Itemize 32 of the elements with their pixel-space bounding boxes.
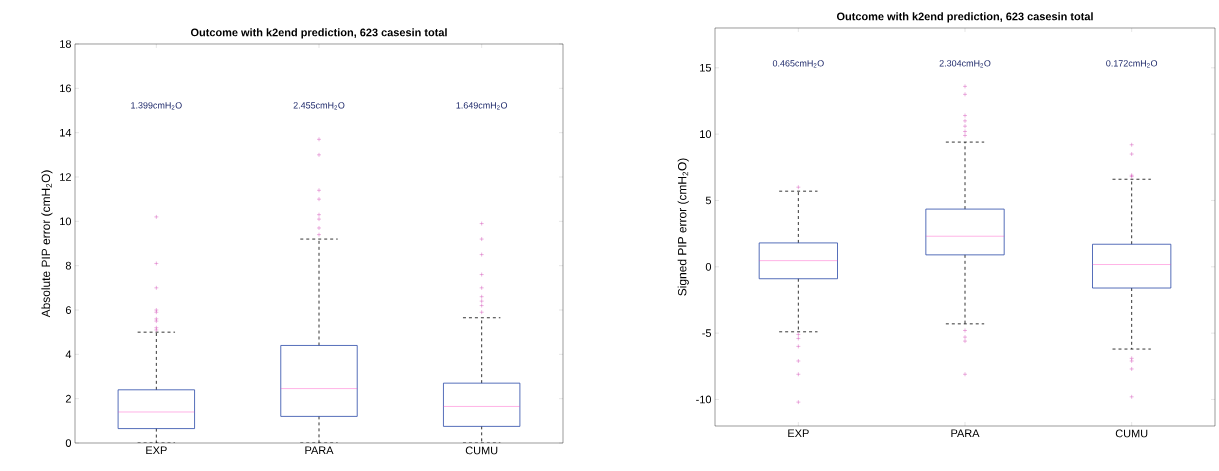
- y-axis-title: Absolute PIP error (cmH$_{2}$O): [41, 170, 53, 318]
- y-tick-label: 16: [60, 84, 71, 93]
- chart-title: Outcome with k2end prediction, 623 casesin total: [836, 12, 1093, 23]
- annotation: 1.649cmH$_{2}$O: [456, 102, 508, 110]
- y-axis-title: Signed PIP error (cmH$_{2}$O): [677, 158, 689, 296]
- x-tick-label: CUMU: [1115, 429, 1148, 438]
- x-tick-label: PARA: [305, 446, 334, 455]
- y-tick-label: 4: [65, 350, 72, 359]
- y-tick-label: 8: [65, 261, 71, 270]
- y-tick-label: 2: [65, 394, 71, 403]
- y-tick-label: 12: [60, 173, 71, 181]
- y-tick-label: 6: [65, 306, 71, 314]
- y-tick-label: 10: [60, 217, 72, 226]
- y-tick-label: 15: [700, 63, 712, 72]
- chart-title: Outcome with k2end prediction, 623 casesin total: [190, 28, 447, 39]
- y-tick-label: 0: [65, 439, 72, 447]
- y-tick-label: 14: [60, 128, 72, 137]
- annotation: 0.465cmH$_{2}$O: [772, 60, 824, 68]
- x-tick-label: CUMU: [465, 446, 498, 455]
- y-tick-label: 0: [705, 262, 712, 271]
- annotation: 2.455cmH$_{2}$O: [293, 102, 345, 110]
- x-tick-label: EXP: [788, 429, 809, 438]
- y-tick-label: 10: [700, 130, 712, 139]
- annotation: 0.172cmH$_{2}$O: [1106, 60, 1158, 68]
- annotation: 2.304cmH$_{2}$O: [939, 60, 991, 68]
- y-tick-label: -10: [696, 395, 712, 404]
- x-tick-label: PARA: [951, 429, 980, 438]
- y-tick-label: 18: [60, 40, 71, 48]
- y-tick-label: 5: [705, 196, 712, 205]
- x-tick-label: EXP: [146, 446, 167, 455]
- annotation: 1.399cmH$_{2}$O: [131, 102, 182, 110]
- y-tick-label: -5: [702, 329, 712, 337]
